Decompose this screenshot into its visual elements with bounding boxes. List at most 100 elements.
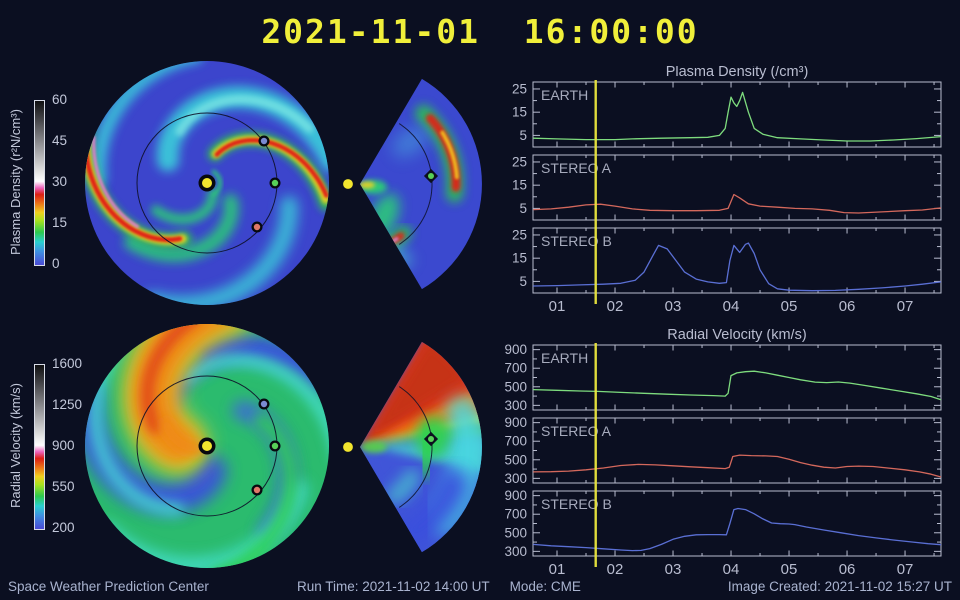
radial-velocity-colorbar-label: Radial Velocity (km/s) xyxy=(8,383,23,509)
y-tick-label: 300 xyxy=(504,471,527,486)
y-tick-label: 700 xyxy=(504,434,527,449)
colorbar-tick-label: 45 xyxy=(52,133,68,148)
x-tick-label: 07 xyxy=(897,298,914,315)
wedge-background xyxy=(360,78,482,290)
marker-earth xyxy=(428,436,434,442)
panel-earth: 300 500 700 900 EARTH xyxy=(504,342,942,413)
y-tick-label: 5 xyxy=(519,274,527,289)
sun-marker xyxy=(202,441,212,451)
panel-label: EARTH xyxy=(541,350,588,366)
y-tick-label: 700 xyxy=(504,507,527,522)
radial-velocity-timeseries: Radial Velocity (km/s)300500700900EARTH3… xyxy=(504,329,942,578)
colorbar-tick-label: 550 xyxy=(52,479,75,494)
plasma-density-meridional-map xyxy=(341,78,482,290)
x-tick-label: 01 xyxy=(549,561,566,578)
footer-created: Image Created: 2021-11-02 15:27 UT xyxy=(727,579,952,594)
y-tick-label: 25 xyxy=(512,81,527,96)
panel-label: STEREO A xyxy=(541,423,612,439)
series-line-stereo-a xyxy=(533,193,942,214)
panel-label: STEREO B xyxy=(541,233,612,249)
colorbar-tick-label: 1250 xyxy=(52,397,83,412)
y-tick-label: 25 xyxy=(512,227,527,242)
y-tick-label: 900 xyxy=(504,488,527,503)
x-tick-label: 06 xyxy=(839,298,856,315)
x-tick-label: 03 xyxy=(665,561,682,578)
chart-title: Radial Velocity (km/s) xyxy=(667,329,806,343)
y-tick-label: 25 xyxy=(512,154,527,169)
x-tick-label: 02 xyxy=(607,561,624,578)
axis-ticks xyxy=(533,418,941,483)
radial-velocity-meridional-map xyxy=(341,341,482,553)
axis-ticks xyxy=(533,345,941,410)
colorbar-tick-label: 900 xyxy=(52,438,75,453)
footer-brand: Space Weather Prediction Center xyxy=(8,579,209,594)
colorbar-tick-label: 30 xyxy=(52,174,68,189)
colorbar-tick-label: 60 xyxy=(52,92,68,107)
marker-stereo-a xyxy=(253,486,261,494)
panel-stereo-b: 300 500 700 900 01 02 03 04 05 06 07 STEREO B xyxy=(504,488,942,578)
series-line-stereo-b xyxy=(533,242,942,292)
colorbar-tick-label: 15 xyxy=(52,215,68,230)
colorbar-tick-label: 0 xyxy=(52,256,60,271)
panel-label: STEREO A xyxy=(541,160,612,176)
y-tick-label: 300 xyxy=(504,398,527,413)
plasma-density-polar-map xyxy=(85,61,329,305)
panel-stereo-b: 5 15 25 01 02 03 04 05 06 07 STEREO B xyxy=(512,227,942,315)
solar-wind-structure xyxy=(85,324,329,568)
radial-velocity-colorbar: Radial Velocity (km/s) 200 550 900 1250 1600 xyxy=(6,356,96,536)
x-tick-label: 06 xyxy=(839,561,856,578)
plasma-density-colorbar-label: Plasma Density (r²N/cm³) xyxy=(8,109,23,255)
marker-stereo-a xyxy=(253,223,261,231)
x-tick-label: 01 xyxy=(549,298,566,315)
colorbar-tick-label: 1600 xyxy=(52,356,83,371)
y-tick-label: 15 xyxy=(512,178,527,193)
timestamp-title: 2021-11-01 16:00:00 xyxy=(261,12,699,51)
marker-earth xyxy=(271,179,279,187)
panel-stereo-a: 300 500 700 900 STEREO A xyxy=(504,415,942,486)
marker-earth xyxy=(428,173,434,179)
x-tick-label: 02 xyxy=(607,298,624,315)
sun-marker xyxy=(202,178,212,188)
earth-orbit-arc xyxy=(398,123,433,245)
y-tick-label: 900 xyxy=(504,415,527,430)
y-tick-label: 500 xyxy=(504,525,527,540)
panel-label: STEREO B xyxy=(541,496,612,512)
chart-title: Plasma Density (/cm³) xyxy=(666,66,809,80)
plasma-density-colorbar-gradient xyxy=(34,100,45,266)
axis-ticks xyxy=(533,491,941,556)
footer: Space Weather Prediction Center Run Time… xyxy=(0,574,960,600)
colorbar-tick-label: 200 xyxy=(52,520,75,535)
y-tick-label: 5 xyxy=(519,128,527,143)
y-tick-label: 700 xyxy=(504,361,527,376)
x-tick-label: 04 xyxy=(723,298,740,315)
panel-label: EARTH xyxy=(541,87,588,103)
footer-runtime: Run Time: 2021-11-02 14:00 UT Mode: CME xyxy=(297,579,581,594)
x-tick-label: 03 xyxy=(665,298,682,315)
panel-stereo-a: 5 15 25 STEREO A xyxy=(512,154,942,221)
axis-ticks xyxy=(533,82,941,147)
y-tick-label: 15 xyxy=(512,251,527,266)
y-tick-label: 500 xyxy=(504,379,527,394)
x-tick-label: 07 xyxy=(897,561,914,578)
marker-stereo-b xyxy=(260,137,268,145)
sun-marker xyxy=(341,177,355,191)
y-tick-label: 900 xyxy=(504,342,527,357)
series-line-earth xyxy=(533,370,942,401)
radial-velocity-colorbar-gradient xyxy=(34,364,45,530)
solar-wind-structure xyxy=(360,341,482,553)
marker-stereo-b xyxy=(260,400,268,408)
marker-earth xyxy=(271,442,279,450)
panel-earth: 5 15 25 EARTH xyxy=(512,81,942,148)
x-tick-label: 04 xyxy=(723,561,740,578)
earth-orbit-arc xyxy=(398,386,433,508)
y-tick-label: 500 xyxy=(504,452,527,467)
x-tick-label: 05 xyxy=(781,298,798,315)
footer-runtime-text: Run Time: 2021-11-02 14:00 UT xyxy=(297,579,490,594)
series-line-stereo-a xyxy=(533,454,942,478)
y-tick-label: 5 xyxy=(519,201,527,216)
plasma-density-timeseries: Plasma Density (/cm³) 5 15 25 EARTH 5 15 25 STER… xyxy=(512,66,942,315)
y-tick-label: 15 xyxy=(512,105,527,120)
plasma-density-colorbar: Plasma Density (r²N/cm³) 0 15 30 45 60 xyxy=(6,92,96,272)
footer-mode: Mode: CME xyxy=(509,579,581,594)
